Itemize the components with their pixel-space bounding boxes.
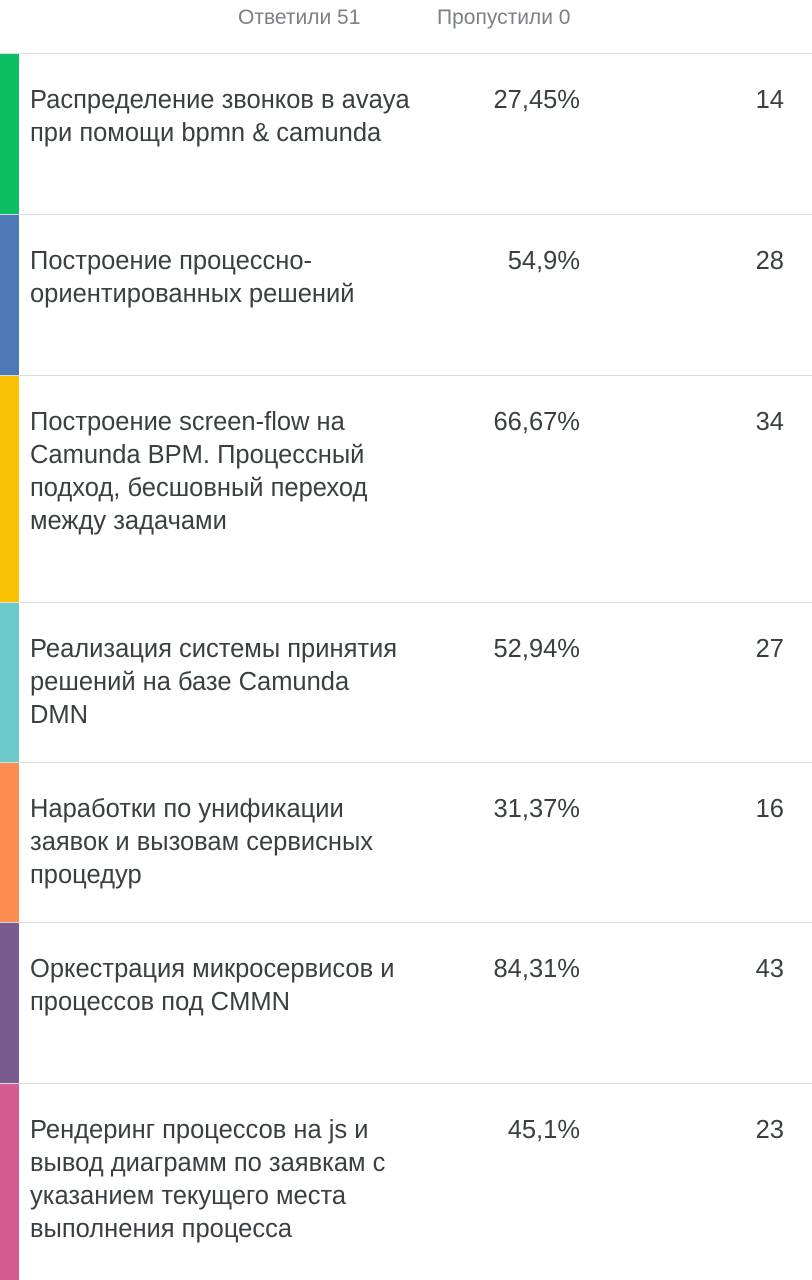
answer-percent: 84,31% [493, 955, 581, 983]
color-bar [0, 763, 19, 922]
answer-label: Наработки по унификации заявок и вызовам… [30, 795, 374, 889]
answer-count: 43 [755, 955, 784, 983]
list-item: Распределение звонков в avaya при помощи… [0, 54, 812, 215]
list-item: Реализация системы принятия решений на б… [0, 603, 812, 763]
list-item: Оркестрация микросервисов и процессов по… [0, 923, 812, 1084]
answer-label: Оркестрация микросервисов и процессов по… [30, 955, 395, 1016]
answer-count: 14 [755, 86, 784, 114]
answer-percent: 45,1% [507, 1116, 580, 1144]
answer-count: 16 [755, 795, 784, 823]
color-bar [0, 1084, 19, 1280]
skipped-count: Пропустили 0 [437, 6, 571, 29]
answer-percent: 54,9% [507, 247, 580, 275]
answer-count: 34 [755, 408, 784, 436]
summary-header: Ответили 51 Пропустили 0 [0, 0, 812, 54]
list-item: Наработки по унификации заявок и вызовам… [0, 763, 812, 923]
answer-count: 28 [755, 247, 784, 275]
answer-percent: 66,67% [493, 408, 581, 436]
answer-label: Распределение звонков в avaya при помощи… [30, 86, 410, 147]
answer-percent: 27,45% [493, 86, 581, 114]
color-bar [0, 54, 19, 214]
answered-count: Ответили 51 [238, 6, 361, 29]
answer-percent: 52,94% [493, 635, 581, 663]
list-item: Построение процессно-ориентированных реш… [0, 215, 812, 376]
answer-label: Построение процессно-ориентированных реш… [30, 247, 355, 308]
color-bar [0, 923, 19, 1083]
answer-list: Распределение звонков в avaya при помощи… [0, 54, 812, 1280]
color-bar [0, 376, 19, 602]
answer-label: Построение screen-flow на Camunda BPM. П… [30, 408, 368, 535]
list-item: Построение screen-flow на Camunda BPM. П… [0, 376, 812, 603]
color-bar [0, 603, 19, 762]
answer-label: Реализация системы принятия решений на б… [30, 635, 398, 729]
answer-count: 23 [755, 1116, 784, 1144]
answer-label: Рендеринг процессов на js и вывод диагра… [30, 1116, 386, 1243]
answer-percent: 31,37% [493, 795, 581, 823]
list-item: Рендеринг процессов на js и вывод диагра… [0, 1084, 812, 1280]
color-bar [0, 215, 19, 375]
answer-count: 27 [755, 635, 784, 663]
